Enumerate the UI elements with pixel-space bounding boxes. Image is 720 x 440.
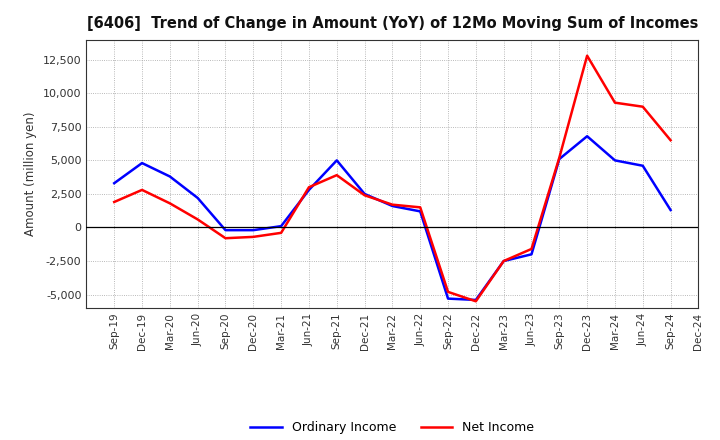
Ordinary Income <box>138 161 146 166</box>
Ordinary Income <box>333 158 341 163</box>
Net Income <box>611 100 619 105</box>
Net Income <box>500 258 508 264</box>
Net Income <box>305 184 313 190</box>
Net Income <box>582 53 591 59</box>
Legend: Ordinary Income, Net Income: Ordinary Income, Net Income <box>246 416 539 439</box>
Ordinary Income <box>666 207 675 213</box>
Ordinary Income <box>444 296 452 301</box>
Ordinary Income <box>472 297 480 303</box>
Net Income <box>639 104 647 109</box>
Ordinary Income <box>249 227 258 233</box>
Net Income <box>416 205 425 210</box>
Net Income <box>138 187 146 193</box>
Line: Net Income: Net Income <box>114 56 670 301</box>
Ordinary Income <box>221 227 230 233</box>
Ordinary Income <box>527 252 536 257</box>
Net Income <box>194 217 202 222</box>
Ordinary Income <box>276 224 285 229</box>
Net Income <box>276 230 285 235</box>
Net Income <box>110 199 119 205</box>
Net Income <box>166 201 174 206</box>
Net Income <box>666 138 675 143</box>
Y-axis label: Amount (million yen): Amount (million yen) <box>24 112 37 236</box>
Ordinary Income <box>582 134 591 139</box>
Net Income <box>444 289 452 294</box>
Ordinary Income <box>416 209 425 214</box>
Title: [6406]  Trend of Change in Amount (YoY) of 12Mo Moving Sum of Incomes: [6406] Trend of Change in Amount (YoY) o… <box>86 16 698 32</box>
Net Income <box>221 235 230 241</box>
Net Income <box>527 246 536 252</box>
Net Income <box>388 202 397 207</box>
Ordinary Income <box>555 156 564 161</box>
Net Income <box>555 155 564 160</box>
Ordinary Income <box>166 174 174 179</box>
Ordinary Income <box>305 187 313 193</box>
Line: Ordinary Income: Ordinary Income <box>114 136 670 300</box>
Net Income <box>360 193 369 198</box>
Ordinary Income <box>110 180 119 186</box>
Ordinary Income <box>639 163 647 169</box>
Ordinary Income <box>500 258 508 264</box>
Ordinary Income <box>194 195 202 201</box>
Net Income <box>249 234 258 239</box>
Net Income <box>472 299 480 304</box>
Ordinary Income <box>388 203 397 209</box>
Ordinary Income <box>611 158 619 163</box>
Ordinary Income <box>360 191 369 197</box>
Net Income <box>333 172 341 178</box>
